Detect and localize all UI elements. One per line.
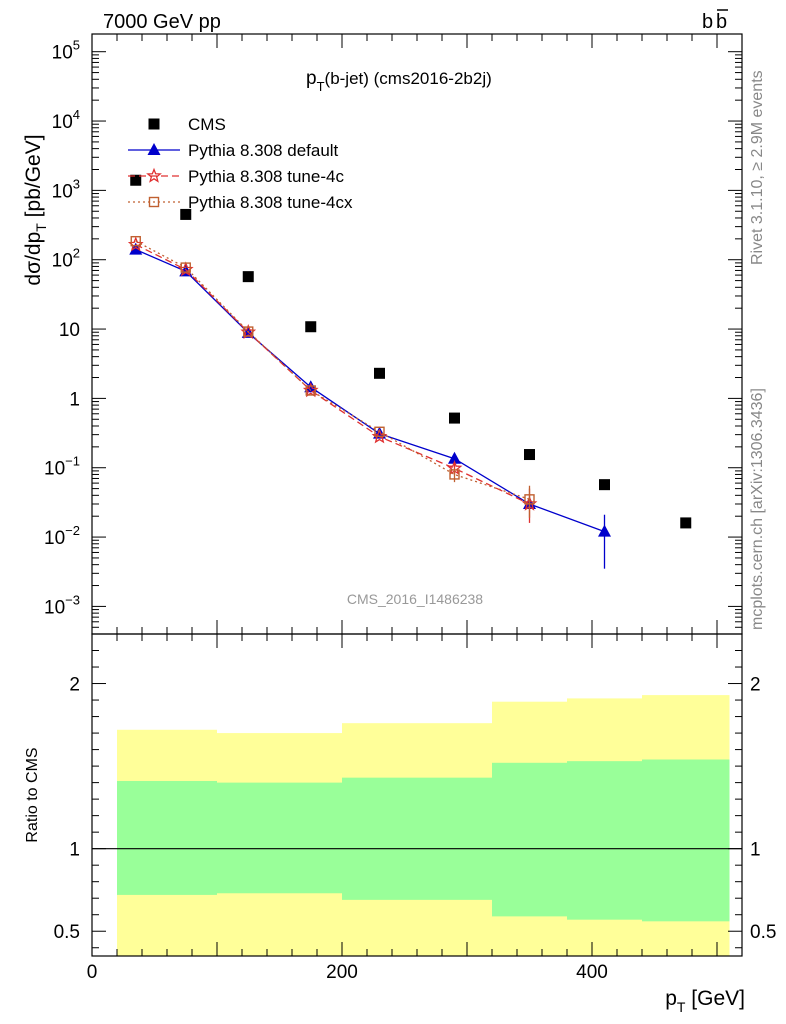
ratio-bands [92, 695, 742, 956]
y-tick-label: 1 [69, 389, 80, 410]
data-point-cms [130, 174, 142, 186]
data-point-cms [449, 412, 460, 424]
x-tick-label: 400 [576, 962, 608, 983]
legend-label: Pythia 8.308 tune-4cx [188, 193, 353, 212]
x-axis-label: pT [GeV] [665, 987, 745, 1015]
legend-entry-def: Pythia 8.308 default [128, 141, 339, 160]
ratio-tick-label-left: 2 [69, 675, 80, 696]
y-tick-label: 10−1 [44, 454, 80, 480]
ratio-stat-band [492, 762, 567, 917]
data-point-t4cx [524, 494, 535, 505]
chart-title: pT(b-jet) (cms2016-2b2j) [306, 68, 492, 94]
header-process-b: b [702, 11, 713, 33]
legend-entry-t4c: Pythia 8.308 tune-4c [128, 167, 344, 186]
ratio-tick-label-left: 0.5 [54, 922, 80, 943]
ratio-y-label: Ratio to CMS [24, 747, 41, 842]
analysis-watermark: CMS_2016_I1486238 [347, 591, 483, 607]
data-point-cms [524, 449, 535, 461]
x-tick-label: 0 [87, 962, 98, 983]
legend: CMS Pythia 8.308 default Pythia 8.308 tune… [128, 115, 353, 212]
y-tick-label: 10−2 [44, 523, 80, 549]
data-series [127, 174, 692, 569]
series-t4cx [130, 235, 535, 518]
data-point-t4cx [374, 426, 385, 437]
series-line-def [135, 249, 605, 533]
x-tick-label: 200 [326, 962, 358, 983]
ratio-stat-band [117, 780, 217, 895]
ratio-stat-band [567, 761, 642, 920]
data-point-cms [242, 271, 254, 283]
y-tick-label: 105 [52, 38, 80, 64]
legend-marker [147, 143, 161, 155]
legend-entry-cms: CMS [148, 115, 226, 134]
data-point-cms [180, 208, 192, 220]
ratio-axis-ticks: 0.5 0.5 1 1 2 2 [54, 633, 776, 949]
data-point-t4cx [180, 262, 191, 273]
svg-text:dσ/dpT [pb/GeV]: dσ/dpT [pb/GeV] [22, 134, 49, 285]
data-point-t4cx [305, 385, 316, 396]
mcplots-label: mcplots.cern.ch [arXiv:1306.3436] [749, 388, 766, 630]
data-point-t4cx [243, 326, 254, 337]
data-point-cms [374, 367, 385, 379]
ratio-tick-label-right: 1 [750, 840, 761, 861]
ratio-tick-label-left: 1 [69, 840, 80, 861]
y-tick-label: 104 [52, 107, 80, 133]
data-point-def [598, 524, 611, 537]
legend-entry-t4cx: Pythia 8.308 tune-4cx [128, 193, 353, 212]
ratio-stat-band [342, 777, 492, 900]
rivet-version-label: Rivet 3.1.10, ≥ 2.9M events [749, 70, 766, 265]
ratio-stat-band [217, 782, 342, 894]
main-axis-ticks: 10−3 10−2 10−1 1 10 102 103 104 105 0 200 400 [44, 34, 743, 983]
series-line-t4cx [135, 240, 530, 500]
legend-label: CMS [188, 115, 226, 134]
data-point-def [129, 242, 143, 255]
y-tick-label: 102 [52, 246, 80, 272]
y-tick-label: 10 [59, 320, 80, 341]
y-tick-label: 103 [52, 176, 80, 202]
y-axis-label: dσ/dpT [pb/GeV] [22, 134, 49, 285]
ratio-tick-label-right: 0.5 [750, 922, 776, 943]
series-t4c [127, 236, 538, 523]
series-cms [130, 174, 692, 529]
data-point-t4cx [130, 235, 141, 247]
data-point-def [448, 451, 461, 464]
legend-label: Pythia 8.308 tune-4c [188, 167, 344, 186]
header-energy-label: 7000 GeV pp [103, 11, 221, 33]
legend-label: Pythia 8.308 default [188, 141, 339, 160]
data-point-t4cx [449, 469, 460, 480]
series-def [129, 242, 611, 569]
data-point-cms [599, 479, 610, 491]
y-tick-label: 10−3 [44, 592, 80, 618]
data-point-cms [305, 321, 317, 333]
ratio-stat-band [642, 759, 730, 922]
legend-marker [146, 167, 162, 183]
legend-marker [148, 118, 160, 130]
legend-marker [148, 196, 160, 208]
data-point-cms [680, 517, 692, 529]
ratio-tick-label-right: 2 [750, 675, 761, 696]
series-line-t4c [135, 244, 530, 505]
header-process-bbar: b [716, 11, 727, 33]
